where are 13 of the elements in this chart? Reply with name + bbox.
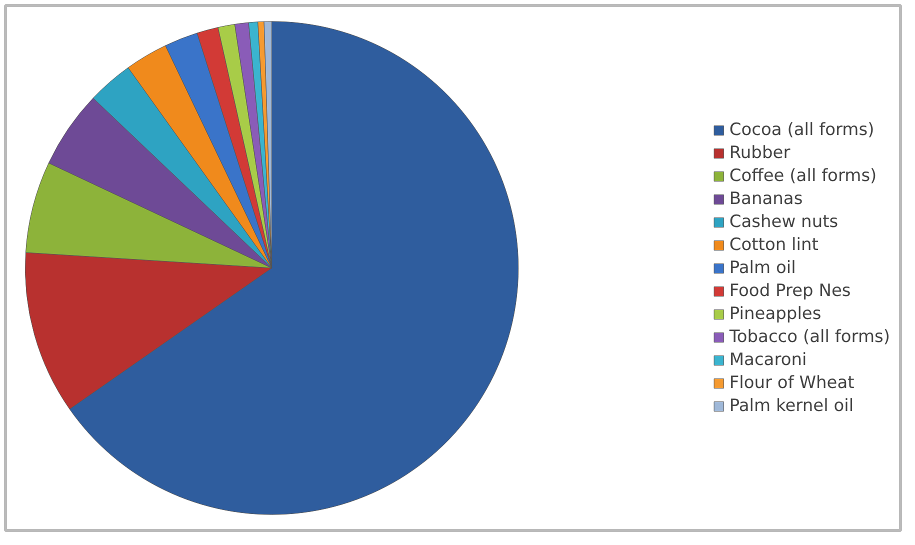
legend-label: Flour of Wheat bbox=[729, 372, 854, 392]
legend-label: Pineapples bbox=[729, 304, 822, 324]
legend-label: Macaroni bbox=[729, 350, 807, 370]
legend-label: Cotton lint bbox=[729, 234, 818, 254]
legend-label: Tobacco (all forms) bbox=[729, 326, 890, 346]
legend-label: Rubber bbox=[729, 142, 790, 162]
legend-label: Palm oil bbox=[729, 258, 796, 278]
legend-label: Food Prep Nes bbox=[729, 280, 851, 300]
legend-label: Coffee (all forms) bbox=[729, 166, 877, 186]
legend-label: Bananas bbox=[729, 188, 803, 208]
legend-label: Palm kernel oil bbox=[729, 396, 854, 416]
legend-label: Cocoa (all forms) bbox=[729, 120, 874, 140]
legend-label: Cashew nuts bbox=[729, 212, 838, 232]
